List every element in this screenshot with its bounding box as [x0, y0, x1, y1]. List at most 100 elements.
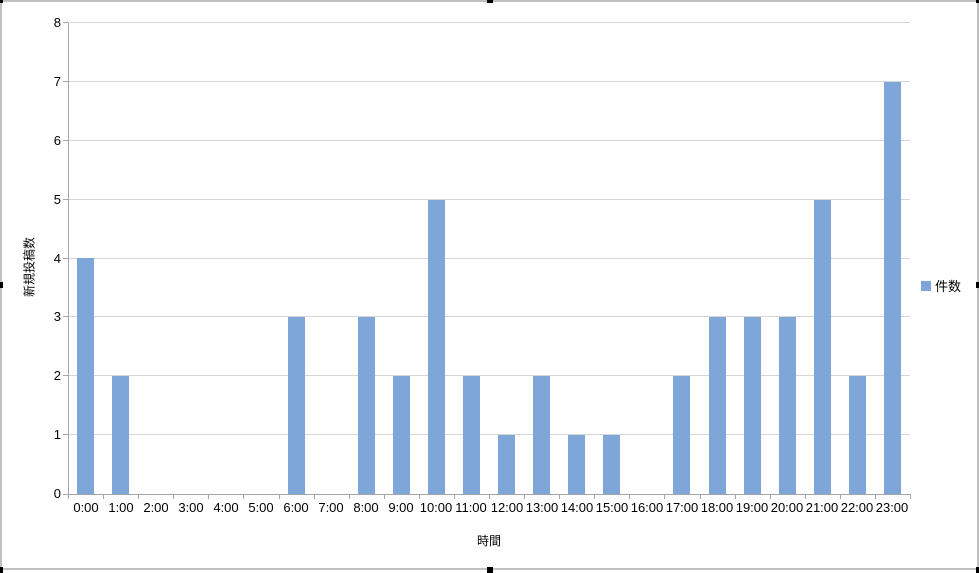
x-tick-label: 7:00	[318, 500, 344, 515]
legend[interactable]: 件数	[921, 276, 961, 295]
x-axis-tick	[524, 494, 525, 499]
x-tick-label: 17:00	[665, 500, 699, 515]
selection-handle-top[interactable]	[486, 0, 493, 3]
gridline	[68, 139, 910, 141]
x-tick-label: 10:00	[419, 500, 453, 515]
bar[interactable]	[849, 376, 866, 494]
gridline	[68, 198, 910, 200]
x-axis-tick	[173, 494, 174, 499]
selection-handle-bottom[interactable]	[486, 567, 493, 573]
x-tick-label: 4:00	[213, 500, 239, 515]
y-tick-label: 6	[53, 132, 61, 148]
x-axis-tick	[103, 494, 104, 499]
x-axis-tick	[349, 494, 350, 499]
y-tick-label: 4	[53, 250, 61, 266]
gridline	[68, 22, 910, 23]
x-axis-tick	[700, 494, 701, 499]
x-tick-label: 12:00	[490, 500, 524, 515]
x-tick-label: 19:00	[735, 500, 769, 515]
y-tick-label: 3	[53, 309, 61, 325]
bar[interactable]	[112, 376, 129, 494]
y-axis-tick	[63, 80, 68, 82]
y-axis-tick	[63, 316, 68, 318]
x-tick-label: 0:00	[73, 500, 99, 515]
legend-swatch-icon	[921, 280, 931, 291]
bar[interactable]	[814, 200, 831, 494]
bar[interactable]	[884, 82, 901, 494]
y-axis-tick	[63, 22, 68, 23]
x-axis-tick	[68, 494, 69, 499]
x-axis-tick	[875, 494, 876, 499]
x-tick-label: 8:00	[353, 500, 379, 515]
selection-handle-top-left[interactable]	[0, 0, 3, 3]
y-axis-tick	[63, 198, 68, 200]
bar[interactable]	[358, 317, 375, 494]
selection-handle-left[interactable]	[0, 282, 3, 288]
bar[interactable]	[673, 376, 690, 494]
x-tick-label: 11:00	[455, 500, 487, 515]
gridline	[68, 316, 910, 318]
y-tick-label: 0	[53, 486, 61, 501]
x-axis-tick	[138, 494, 139, 499]
y-axis-tick	[63, 257, 68, 259]
y-axis-tick	[63, 139, 68, 141]
bar[interactable]	[428, 200, 445, 494]
bar[interactable]	[393, 376, 410, 494]
x-axis-tick	[314, 494, 315, 499]
gridline	[68, 257, 910, 259]
bar[interactable]	[779, 317, 796, 494]
x-tick-label: 13:00	[525, 500, 559, 515]
x-axis-tick	[454, 494, 455, 499]
y-axis-line	[68, 23, 69, 494]
x-tick-label: 20:00	[770, 500, 804, 515]
x-axis-tick	[840, 494, 841, 499]
x-axis-tick	[419, 494, 420, 499]
y-axis-title: 新規投稿数	[22, 236, 37, 298]
selection-handle-bottom-left[interactable]	[0, 567, 3, 573]
legend-label: 件数	[935, 279, 962, 294]
bar[interactable]	[498, 435, 515, 494]
x-tick-label: 16:00	[630, 500, 664, 515]
bar[interactable]	[744, 317, 761, 494]
x-tick-label: 18:00	[700, 500, 734, 515]
x-tick-label: 3:00	[178, 500, 204, 515]
y-tick-label: 5	[53, 191, 61, 207]
bar[interactable]	[568, 435, 585, 494]
x-axis-tick	[770, 494, 771, 499]
bar[interactable]	[288, 317, 305, 494]
x-tick-label: 21:00	[805, 500, 839, 515]
x-axis-title: 時間	[476, 534, 502, 548]
x-tick-label: 23:00	[875, 500, 909, 515]
x-tick-label: 5:00	[248, 500, 274, 515]
x-axis-line	[68, 494, 910, 495]
y-tick-label: 7	[53, 73, 61, 89]
x-tick-label: 6:00	[283, 500, 309, 515]
bar[interactable]	[77, 258, 94, 494]
x-axis-tick	[805, 494, 806, 499]
y-tick-label: 2	[53, 368, 61, 384]
x-tick-label: 9:00	[388, 500, 414, 515]
y-tick-label: 1	[53, 427, 61, 443]
x-axis-tick	[243, 494, 244, 499]
x-tick-label: 1:00	[108, 500, 134, 515]
y-axis-tick	[63, 375, 68, 377]
x-axis-tick	[664, 494, 665, 499]
x-axis-tick	[629, 494, 630, 499]
bar[interactable]	[603, 435, 620, 494]
x-axis-tick	[594, 494, 595, 499]
gridline	[68, 434, 910, 436]
gridline	[68, 80, 910, 82]
x-tick-label: 15:00	[595, 500, 629, 515]
y-tick-label: 8	[53, 15, 61, 30]
bar[interactable]	[463, 376, 480, 494]
x-axis-tick	[279, 494, 280, 499]
y-axis-tick	[63, 494, 68, 495]
bar[interactable]	[709, 317, 726, 494]
x-axis-tick	[559, 494, 560, 499]
plot-area: 0 1 2 3 4 5 6 7 8 0:00 1:00 2:00 3:00 4:00 5:00 6:00 7:0…	[54, 16, 911, 515]
x-axis-tick	[384, 494, 385, 499]
x-axis-tick	[489, 494, 490, 499]
x-axis-tick	[735, 494, 736, 499]
bar[interactable]	[533, 376, 550, 494]
x-tick-label: 2:00	[143, 500, 169, 515]
